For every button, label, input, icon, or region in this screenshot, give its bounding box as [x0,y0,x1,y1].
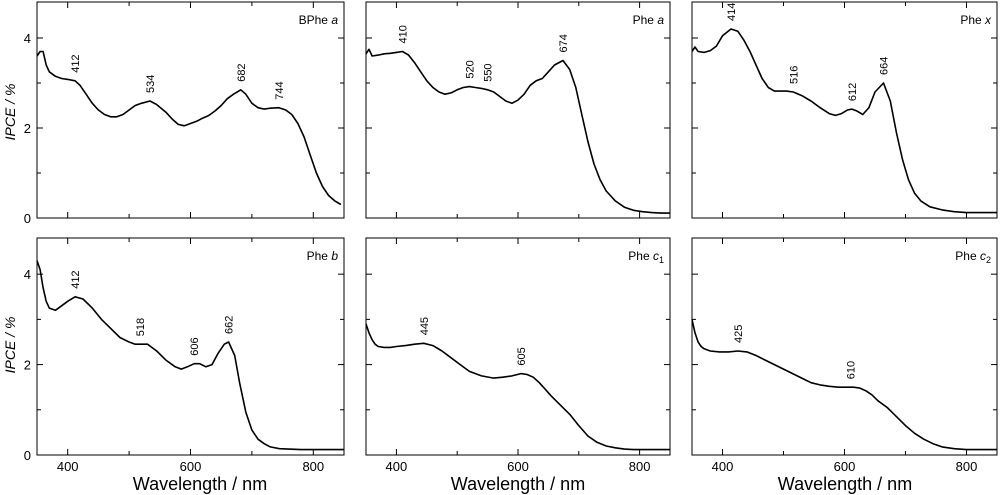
peak-label: 550 [483,63,495,81]
peak-label: 412 [70,54,82,72]
series-line [691,319,997,451]
peak-label: 682 [236,63,248,81]
panel-title: BPhe a [299,13,339,27]
panel-title-sub: c [653,249,659,263]
peak-label: 518 [135,318,147,336]
peak-label: 410 [398,25,410,43]
panel-title-main: Phe [960,13,985,27]
plot-frame [365,1,671,219]
x-axis-label-2: Wavelength / nm [451,474,585,494]
panel-title-main: BPhe [299,13,332,27]
peak-label: 534 [145,75,157,93]
panel-title: Phe c1 [628,249,664,265]
y-axis-label-bottom: IPCE / % [2,317,18,374]
series-line [365,48,670,214]
panel-title-main: Phe [628,249,653,263]
peak-label: 425 [733,325,745,343]
y-tick-label: 2 [24,121,31,136]
x-axis-label-1: Wavelength / nm [133,474,267,494]
x-tick-label: 800 [302,459,324,474]
x-tick-label: 800 [629,459,651,474]
y-tick-label: 2 [24,358,31,373]
panel-title-sub: a [331,13,338,27]
x-tick-label: 400 [57,459,79,474]
x-tick-label: 600 [180,459,202,474]
y-axis-label-top: IPCE / % [2,84,18,141]
panel-title-subscript: 2 [986,255,991,265]
y-tick-label: 0 [24,448,31,463]
panel-title-sub: a [657,13,664,27]
panel-title: Phe a [633,13,665,27]
series-line [691,28,997,214]
panel-4: 400 600 800 0 2 4 Phe b 412 518 606 662 [24,237,345,474]
plot-frame [36,1,345,219]
panel-2: Phe a 410 520 550 674 [365,1,671,219]
panel-title-main: Phe [633,13,658,27]
peak-label: 445 [419,317,431,335]
plot-frame [365,237,671,456]
panel-title: Phe b [307,249,339,263]
x-tick-label: 800 [956,459,978,474]
peak-label: 606 [189,337,201,355]
panel-6: 400 600 800 Phe c2 425 610 [691,237,998,474]
y-tick-label: 4 [24,31,31,46]
peak-label: 744 [274,81,286,99]
panel-title-main: Phe [955,249,980,263]
x-axis-label-3: Wavelength / nm [778,474,912,494]
panel-title-sub: x [984,13,992,27]
series-line [365,323,670,451]
plot-frame [691,237,998,456]
plot-frame [691,1,998,219]
x-tick-label: 600 [507,459,529,474]
peak-label: 674 [558,34,570,52]
y-tick-label: 0 [24,211,31,226]
x-tick-label: 400 [386,459,408,474]
peak-label: 664 [879,57,891,75]
panel-5: 400 600 800 Phe c1 445 605 [365,237,671,474]
peak-label: 414 [726,3,738,21]
series-line [36,260,344,451]
panel-title-sub: b [331,249,338,263]
panel-title: Phe c2 [955,249,991,265]
panel-title-sub: c [980,249,986,263]
panel-title-main: Phe [307,249,332,263]
panel-1: 0 2 4 BPhe a 412 534 682 744 [24,1,345,226]
panel-title-subscript: 1 [659,255,664,265]
peak-label: 520 [464,60,476,78]
peak-label: 610 [846,361,858,379]
peak-label: 412 [70,270,82,288]
y-tick-label: 4 [24,267,31,282]
x-tick-label: 400 [712,459,734,474]
series-line [36,50,342,206]
peak-label: 605 [516,347,528,365]
peak-label: 662 [224,316,236,334]
panel-title: Phe x [960,13,992,27]
peak-label: 612 [847,83,859,101]
x-tick-label: 600 [834,459,856,474]
peak-label: 516 [788,66,800,84]
panel-3: Phe x 414 516 612 664 [691,1,998,219]
